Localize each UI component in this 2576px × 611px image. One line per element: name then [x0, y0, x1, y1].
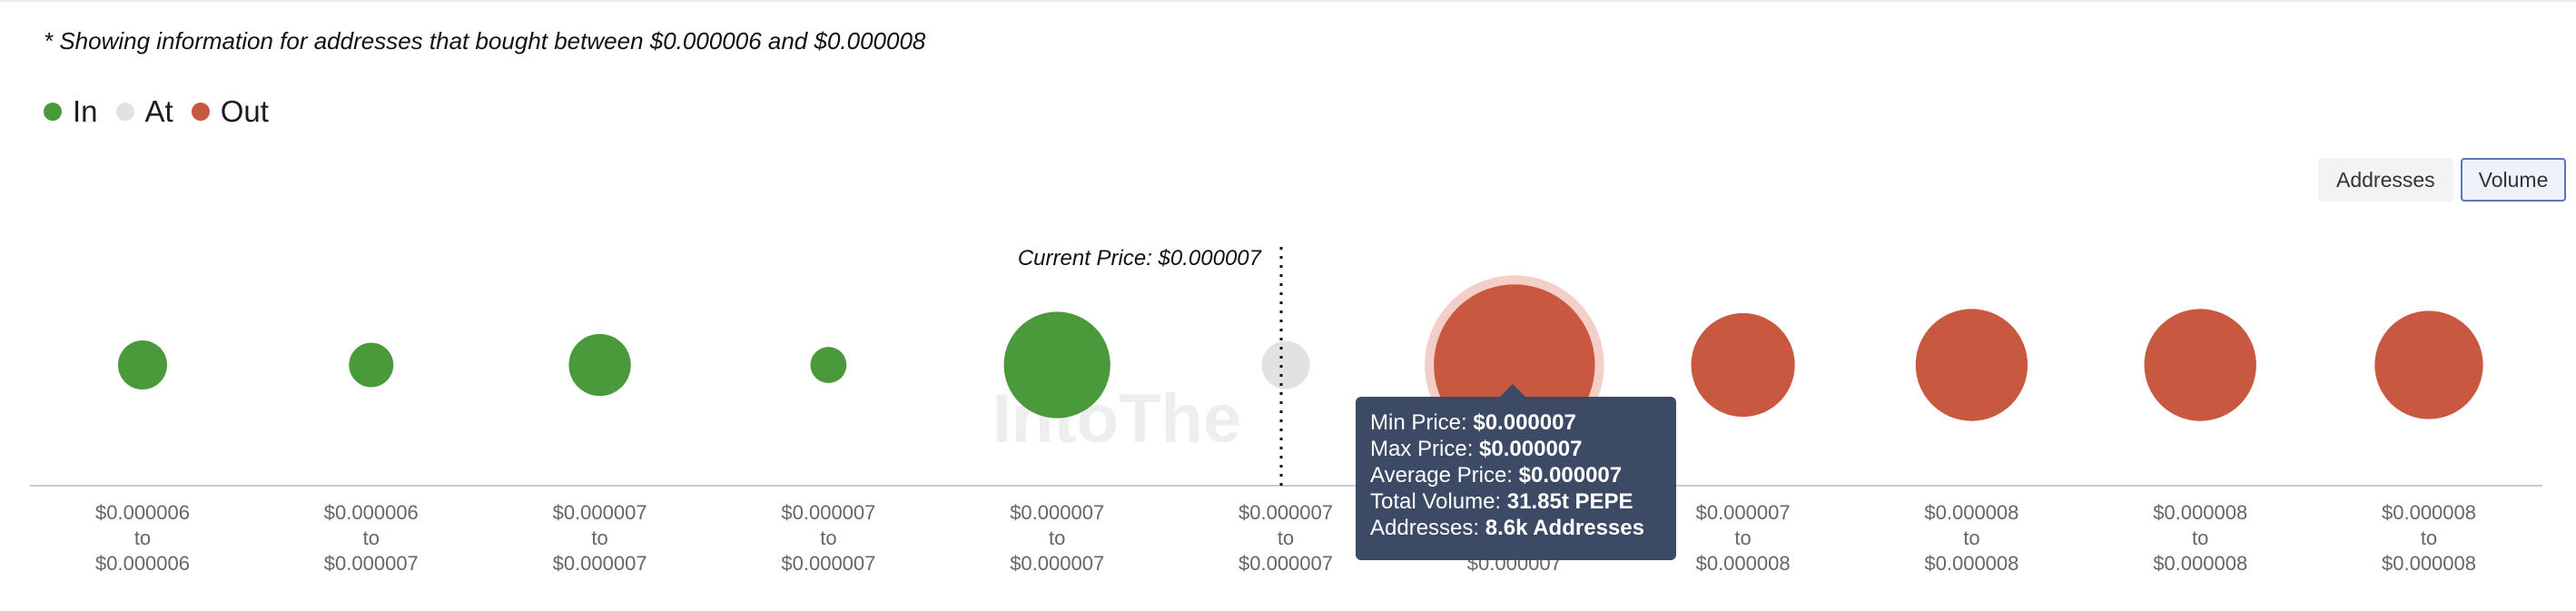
x-tick-label-1-line-2: $0.000007	[324, 552, 419, 575]
bubble-in-3[interactable]	[810, 347, 847, 383]
tooltip-caret	[1500, 384, 1525, 397]
bubble-in-4[interactable]	[1003, 311, 1110, 419]
legend-dot-out	[191, 103, 210, 121]
x-tick-label-2-line-2: $0.000007	[553, 552, 647, 575]
x-tick-label-3-line-0: $0.000007	[781, 501, 875, 524]
x-tick-label-7-line-1: to	[1734, 527, 1751, 549]
x-tick-label-3-line-1: to	[820, 527, 836, 549]
bubble-out-9[interactable]	[2144, 309, 2256, 421]
volume-toggle-button[interactable]: Volume	[2460, 158, 2567, 202]
addresses-toggle-button[interactable]: Addresses	[2318, 158, 2453, 202]
x-tick-label-5-line-2: $0.000007	[1239, 552, 1333, 575]
x-tick-label-8-line-2: $0.000008	[1924, 552, 2018, 575]
x-tick-label-9-line-0: $0.000008	[2153, 501, 2247, 524]
bubble-in-2[interactable]	[568, 333, 631, 397]
bubble-out-7[interactable]	[1691, 312, 1795, 418]
legend-item-at[interactable]: At	[115, 94, 173, 129]
legend-label-at: At	[144, 94, 173, 128]
bubble-out-8[interactable]	[1915, 309, 2028, 421]
bubble-out-10[interactable]	[2374, 310, 2483, 419]
x-tick-label-10-line-2: $0.000008	[2382, 552, 2476, 575]
bubble-in-0[interactable]	[117, 340, 168, 390]
current-price-label: Current Price: $0.000007	[1018, 246, 1263, 271]
x-tick-label-1-line-1: to	[363, 527, 380, 549]
x-tick-label-9-line-1: to	[2192, 527, 2208, 549]
x-tick-label-9-line-2: $0.000008	[2153, 552, 2247, 575]
bubble-tooltip: Min Price: $0.000007 Max Price: $0.00000…	[1356, 397, 1676, 560]
tooltip-addresses: Addresses: 8.6k Addresses	[1370, 516, 1644, 540]
legend: In At Out	[44, 94, 287, 129]
legend-dot-in	[44, 103, 62, 121]
x-tick-label-8-line-1: to	[1963, 527, 1979, 549]
legend-item-in[interactable]: In	[44, 94, 98, 129]
tooltip-max-price: Max Price: $0.000007	[1370, 437, 1583, 461]
x-tick-label-10-line-0: $0.000008	[2382, 501, 2476, 524]
x-tick-label-0-line-1: to	[134, 527, 151, 549]
x-tick-label-4-line-0: $0.000007	[1010, 501, 1104, 524]
x-tick-label-7-line-2: $0.000008	[1696, 552, 1791, 575]
legend-item-out[interactable]: Out	[191, 94, 269, 129]
tooltip-total-volume: Total Volume: 31.85t PEPE	[1370, 489, 1633, 514]
x-tick-label-2-line-1: to	[591, 527, 607, 549]
range-note: * Showing information for addresses that…	[44, 27, 926, 54]
x-tick-label-4-line-2: $0.000007	[1010, 552, 1104, 575]
x-tick-label-4-line-1: to	[1049, 527, 1065, 549]
x-tick-label-0-line-0: $0.000006	[95, 501, 190, 524]
x-tick-label-2-line-0: $0.000007	[553, 501, 647, 524]
bubble-in-1[interactable]	[349, 342, 394, 388]
x-tick-label-3-line-2: $0.000007	[781, 552, 875, 575]
x-tick-label-0-line-2: $0.000006	[95, 552, 190, 575]
tooltip-average-price: Average Price: $0.000007	[1370, 463, 1623, 488]
top-divider	[0, 0, 2576, 2]
x-tick-label-1-line-0: $0.000006	[324, 501, 419, 524]
bubble-at-5[interactable]	[1261, 340, 1310, 389]
x-tick-label-8-line-0: $0.000008	[1924, 501, 2018, 524]
metric-toggle: Addresses Volume	[2318, 158, 2567, 202]
x-tick-label-7-line-0: $0.000007	[1696, 501, 1791, 524]
legend-dot-at	[115, 103, 134, 121]
x-tick-label-5-line-0: $0.000007	[1239, 501, 1333, 524]
legend-label-in: In	[73, 94, 98, 128]
legend-label-out: Out	[220, 94, 269, 128]
x-tick-label-10-line-1: to	[2421, 527, 2437, 549]
tooltip-min-price: Min Price: $0.000007	[1370, 410, 1576, 435]
x-tick-label-5-line-1: to	[1278, 527, 1294, 549]
